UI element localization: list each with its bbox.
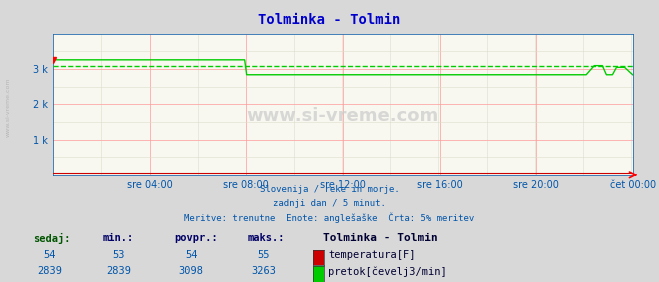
Text: pretok[čevelj3/min]: pretok[čevelj3/min] — [328, 266, 447, 277]
Text: www.si-vreme.com: www.si-vreme.com — [5, 78, 11, 137]
Text: Slovenija / reke in morje.: Slovenija / reke in morje. — [260, 185, 399, 194]
Text: min.:: min.: — [102, 233, 133, 243]
Text: 54: 54 — [43, 250, 55, 259]
Text: www.si-vreme.com: www.si-vreme.com — [246, 107, 439, 125]
Text: Tolminka - Tolmin: Tolminka - Tolmin — [258, 13, 401, 27]
Text: Meritve: trenutne  Enote: anglešaške  Črta: 5% meritev: Meritve: trenutne Enote: anglešaške Črta… — [185, 213, 474, 223]
Text: temperatura[F]: temperatura[F] — [328, 250, 416, 259]
Text: 2839: 2839 — [106, 266, 131, 276]
Text: povpr.:: povpr.: — [175, 233, 218, 243]
Text: 2839: 2839 — [37, 266, 62, 276]
Text: Tolminka - Tolmin: Tolminka - Tolmin — [323, 233, 438, 243]
Text: sedaj:: sedaj: — [33, 233, 71, 244]
Text: zadnji dan / 5 minut.: zadnji dan / 5 minut. — [273, 199, 386, 208]
Text: maks.:: maks.: — [247, 233, 285, 243]
Text: 3263: 3263 — [251, 266, 276, 276]
Text: 54: 54 — [185, 250, 197, 259]
Text: 55: 55 — [258, 250, 270, 259]
Text: 3098: 3098 — [179, 266, 204, 276]
Text: 53: 53 — [113, 250, 125, 259]
